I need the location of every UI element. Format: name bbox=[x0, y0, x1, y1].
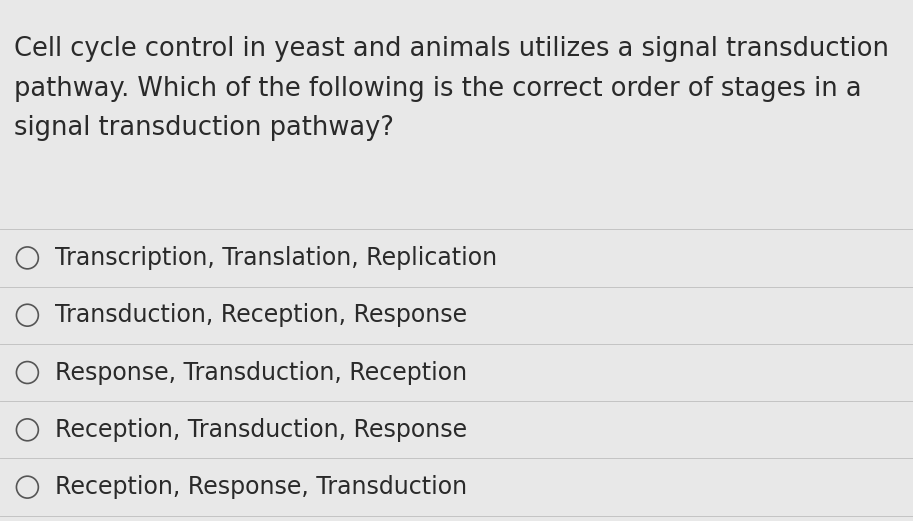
Text: pathway. Which of the following is the correct order of stages in a: pathway. Which of the following is the c… bbox=[14, 76, 861, 102]
Text: Transcription, Translation, Replication: Transcription, Translation, Replication bbox=[55, 246, 497, 270]
Text: Transduction, Reception, Response: Transduction, Reception, Response bbox=[55, 303, 467, 327]
Text: Cell cycle control in yeast and animals utilizes a signal transduction: Cell cycle control in yeast and animals … bbox=[14, 36, 888, 63]
Text: signal transduction pathway?: signal transduction pathway? bbox=[14, 115, 394, 141]
Text: Response, Transduction, Reception: Response, Transduction, Reception bbox=[55, 361, 467, 384]
Text: Reception, Transduction, Response: Reception, Transduction, Response bbox=[55, 418, 467, 442]
Text: Reception, Response, Transduction: Reception, Response, Transduction bbox=[55, 475, 467, 499]
